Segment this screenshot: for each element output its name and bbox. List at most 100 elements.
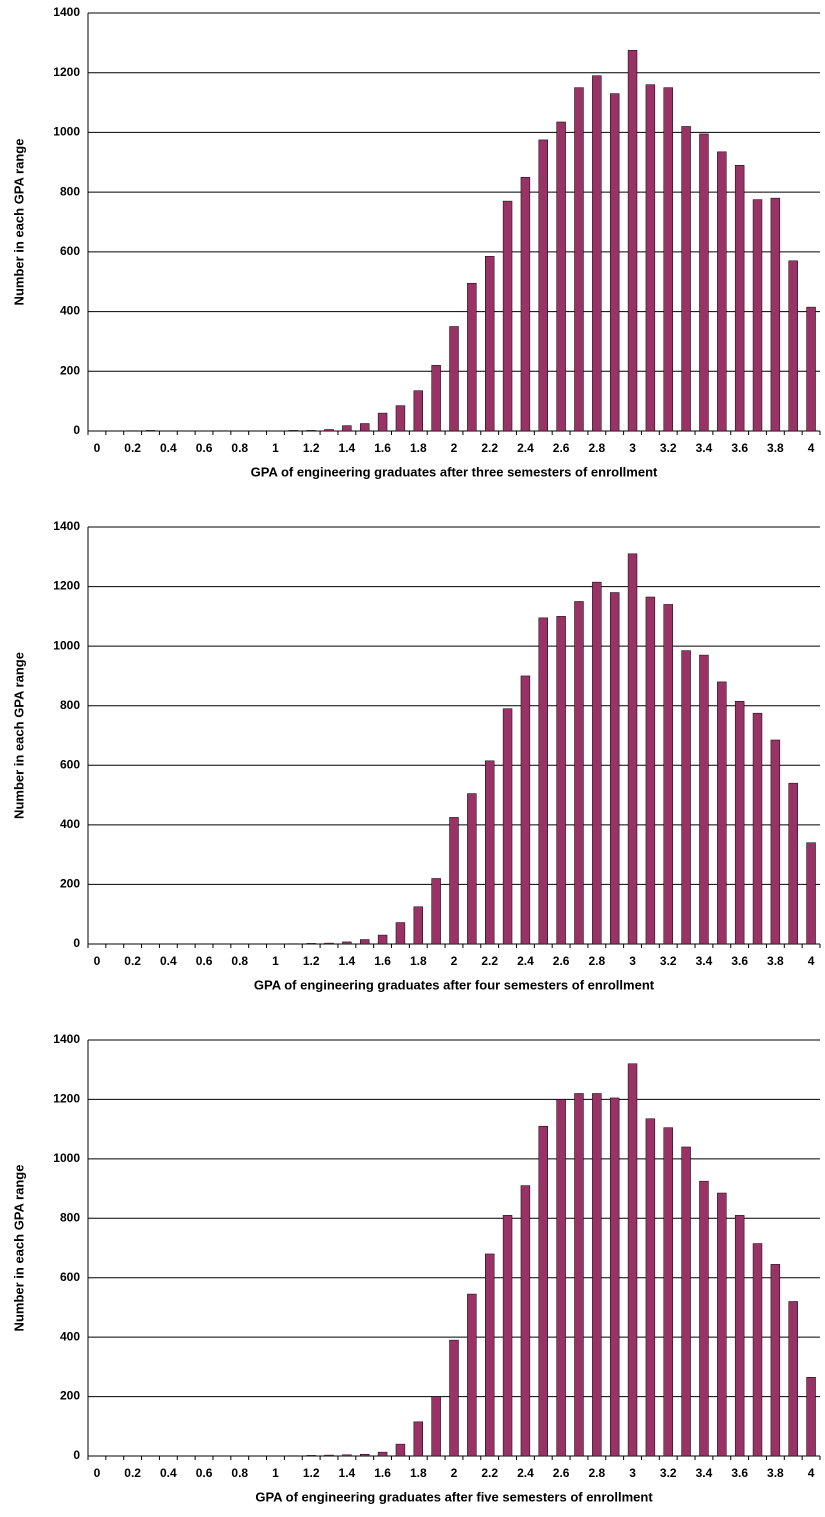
bar [770, 1264, 781, 1457]
y-tick-label: 1000 [53, 125, 80, 139]
y-axis-title: Number in each GPA range [11, 139, 26, 306]
bar [556, 1099, 566, 1457]
x-tick-label: 2.8 [588, 1466, 605, 1480]
bar [360, 1453, 370, 1457]
x-tick-label: 2.4 [517, 954, 534, 968]
bar [699, 133, 709, 432]
y-tick-label: 1400 [53, 1032, 80, 1046]
x-tick-label: 1.8 [410, 1466, 427, 1480]
x-tick-label: 0.8 [231, 954, 248, 968]
x-tick-label: 3.6 [731, 1466, 748, 1480]
bar [752, 199, 763, 432]
bar [288, 430, 299, 432]
x-tick-label: 0.8 [231, 441, 248, 455]
bar [360, 423, 370, 432]
x-tick-label: 0.4 [160, 1466, 177, 1480]
y-tick-label: 800 [60, 184, 80, 198]
y-tick-label: 600 [60, 757, 80, 771]
x-tick-label: 1.6 [374, 441, 391, 455]
bar [449, 817, 459, 945]
bar [592, 75, 602, 432]
y-tick-label: 800 [60, 1210, 80, 1224]
bar [556, 616, 566, 945]
bar [306, 1455, 316, 1457]
bar [806, 306, 816, 432]
x-tick-label: 3 [629, 441, 636, 455]
x-tick-label: 0.6 [196, 954, 213, 968]
x-tick-label: 0.2 [124, 954, 141, 968]
bar [449, 1339, 459, 1457]
bar [592, 581, 602, 945]
x-tick-label: 4 [808, 954, 815, 968]
y-tick-label: 800 [60, 698, 80, 712]
bar [520, 176, 531, 432]
bar [663, 1127, 673, 1457]
y-tick-label: 1400 [53, 5, 80, 19]
x-tick-label: 2.4 [517, 1466, 534, 1480]
bar [770, 197, 781, 432]
x-tick-label: 3.6 [731, 441, 748, 455]
x-tick-label: 0 [94, 1466, 101, 1480]
y-tick-label: 200 [60, 877, 80, 891]
x-tick-label: 2.2 [481, 1466, 498, 1480]
y-tick-label: 200 [60, 363, 80, 377]
bar [484, 1253, 495, 1457]
x-tick-label: 0.2 [124, 441, 141, 455]
x-tick-label: 3.2 [660, 1466, 677, 1480]
bar [770, 739, 781, 945]
bar [502, 708, 513, 945]
x-tick-label: 3.2 [660, 954, 677, 968]
bar [681, 1146, 691, 1457]
bar [342, 425, 352, 432]
bar [806, 842, 816, 945]
x-tick-label: 1.2 [303, 441, 320, 455]
bar [484, 760, 495, 945]
bar [645, 596, 656, 945]
y-tick-label: 400 [60, 304, 80, 318]
x-tick-label: 2 [451, 954, 458, 968]
x-tick-label: 3.2 [660, 441, 677, 455]
y-tick-label: 600 [60, 1270, 80, 1284]
bar [413, 906, 424, 945]
bar [699, 1180, 709, 1457]
x-tick-label: 0.8 [231, 1466, 248, 1480]
x-tick-label: 2.8 [588, 954, 605, 968]
y-tick-label: 400 [60, 817, 80, 831]
x-tick-label: 1 [272, 954, 279, 968]
x-tick-label: 2.4 [517, 441, 534, 455]
x-tick-label: 0 [94, 954, 101, 968]
bar [431, 1396, 441, 1457]
x-tick-label: 3 [629, 954, 636, 968]
y-axis-title: Number in each GPA range [11, 652, 26, 819]
bar [752, 712, 763, 945]
bar [609, 93, 620, 432]
bar [502, 200, 513, 432]
bar [467, 1293, 477, 1457]
x-tick-label: 1 [272, 441, 279, 455]
bar [663, 87, 673, 432]
bar [502, 1215, 513, 1457]
x-tick-label: 3.6 [731, 954, 748, 968]
y-tick-label: 400 [60, 1329, 80, 1343]
x-tick-label: 1.6 [374, 954, 391, 968]
y-tick-label: 1400 [53, 519, 80, 533]
bar [627, 50, 638, 432]
bar [627, 553, 638, 945]
bar [681, 650, 691, 945]
bar [342, 941, 352, 945]
bar [324, 429, 334, 432]
x-tick-label: 2.6 [553, 954, 570, 968]
bar [717, 681, 727, 945]
bar [324, 1454, 334, 1457]
y-tick-label: 1200 [53, 1092, 80, 1106]
y-tick-label: 0 [73, 936, 80, 950]
bar [467, 282, 477, 432]
bar [306, 943, 316, 945]
bar [717, 1192, 727, 1457]
y-tick-label: 600 [60, 244, 80, 258]
x-tick-label: 2.2 [481, 441, 498, 455]
bar [788, 1301, 798, 1457]
x-tick-label: 1.2 [303, 1466, 320, 1480]
